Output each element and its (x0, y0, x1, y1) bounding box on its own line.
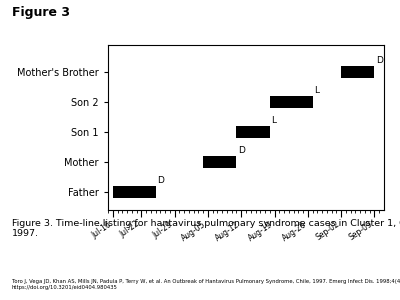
Text: D: D (157, 176, 164, 185)
Bar (203, 156, 236, 168)
Text: Toro J, Vega JD, Khan AS, Mills JN, Padula P, Terry W, et al. An Outbreak of Han: Toro J, Vega JD, Khan AS, Mills JN, Padu… (12, 279, 400, 290)
Text: D: D (376, 56, 383, 65)
Bar (341, 66, 374, 78)
Text: Figure 3: Figure 3 (12, 6, 70, 19)
Text: Figure 3. Time-line listing for hantavirus pulmonary syndrome cases in Cluster 1: Figure 3. Time-line listing for hantavir… (12, 219, 400, 239)
Text: L: L (271, 116, 276, 125)
Text: L: L (314, 86, 319, 95)
Bar (270, 96, 313, 108)
Text: D: D (238, 146, 245, 155)
Bar (236, 126, 270, 138)
Bar (113, 186, 156, 198)
